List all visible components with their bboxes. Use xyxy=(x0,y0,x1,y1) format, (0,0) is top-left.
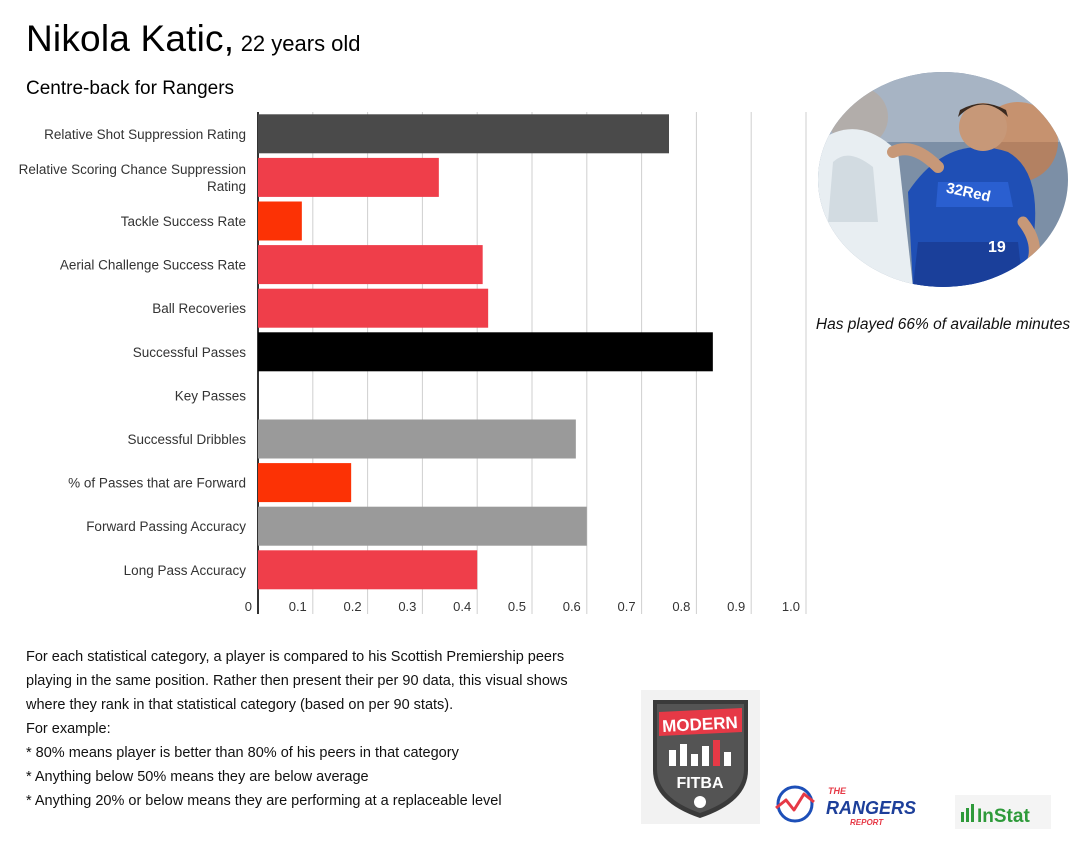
bar-layer xyxy=(258,114,713,590)
x-tick-label: 0.2 xyxy=(344,599,362,614)
explanation-line: playing in the same position. Rather the… xyxy=(26,673,568,689)
category-label-layer: Relative Shot Suppression Rating Relative… xyxy=(19,127,247,578)
x-tick-label: 0.5 xyxy=(508,599,526,614)
x-tick-label: 0.4 xyxy=(453,599,471,614)
x-tick-label: 0.6 xyxy=(563,599,581,614)
tick-label-layer: 0 0.1 0.2 0.3 0.4 0.5 0.6 0.7 0.8 0.9 1.0 xyxy=(245,599,800,614)
rangers-report-logo: THE RANGERS REPORT xyxy=(775,785,916,827)
bar xyxy=(258,463,352,503)
percentile-bar-chart: Relative Shot Suppression Rating Relative… xyxy=(19,112,807,614)
rangers-logo-report: REPORT xyxy=(850,818,884,827)
instat-logo-text: InStat xyxy=(977,806,1030,827)
explanation-line: * Anything 20% or below means they are p… xyxy=(26,793,502,809)
instat-logo: InStat xyxy=(955,795,1051,829)
player-name: Nikola Katic, xyxy=(26,18,235,59)
explanation-line: * Anything below 50% means they are belo… xyxy=(26,769,369,785)
modern-logo-text-top: MODERN xyxy=(662,713,738,736)
bar xyxy=(258,506,587,546)
position-subtitle: Centre-back for Rangers xyxy=(26,78,235,99)
category-label: Successful Passes xyxy=(133,345,247,360)
explanation-line: where they rank in that statistical cate… xyxy=(26,697,454,713)
bar xyxy=(258,201,302,241)
player-age: 22 years old xyxy=(240,31,361,56)
x-tick-label: 0.1 xyxy=(289,599,307,614)
category-label: Relative Shot Suppression Rating xyxy=(44,127,246,142)
x-tick-label: 0 xyxy=(245,599,252,614)
modern-logo-text-bottom: FITBA xyxy=(676,775,724,792)
bar xyxy=(258,157,439,197)
minutes-played-note: Has played 66% of available minutes xyxy=(815,316,1071,333)
svg-text:19: 19 xyxy=(988,239,1006,256)
category-label: Forward Passing Accuracy xyxy=(86,519,246,534)
bar xyxy=(258,332,713,372)
category-label: Long Pass Accuracy xyxy=(124,563,247,578)
bar xyxy=(258,550,478,590)
player-photo: 32Red 19 xyxy=(818,72,1068,287)
x-tick-label: 0.3 xyxy=(398,599,416,614)
bar xyxy=(258,419,576,459)
modern-fitba-logo: MODERN FITBA xyxy=(641,690,760,824)
bar xyxy=(258,245,483,285)
explanation-line: * 80% means player is better than 80% of… xyxy=(26,745,459,761)
x-tick-label: 1.0 xyxy=(782,599,800,614)
category-label: Key Passes xyxy=(175,388,247,403)
category-label: Tackle Success Rate xyxy=(121,214,246,229)
rangers-logo-the: THE xyxy=(828,786,847,796)
explanation-text: For each statistical category, a player … xyxy=(26,645,626,813)
x-tick-label: 0.7 xyxy=(618,599,636,614)
bar xyxy=(258,288,489,328)
explanation-line: For each statistical category, a player … xyxy=(26,649,565,665)
category-label: Aerial Challenge Success Rate xyxy=(60,258,246,273)
rangers-logo-main: RANGERS xyxy=(826,798,916,818)
title-row: Nikola Katic, 22 years old xyxy=(26,18,361,60)
category-label: Relative Scoring Chance Suppression Ratin… xyxy=(19,162,246,194)
explanation-line: For example: xyxy=(26,721,111,737)
bar xyxy=(258,114,669,154)
x-tick-label: 0.8 xyxy=(672,599,690,614)
category-label: Successful Dribbles xyxy=(127,432,246,447)
category-label: % of Passes that are Forward xyxy=(68,476,246,491)
x-tick-label: 0.9 xyxy=(727,599,745,614)
category-label: Ball Recoveries xyxy=(152,301,246,316)
